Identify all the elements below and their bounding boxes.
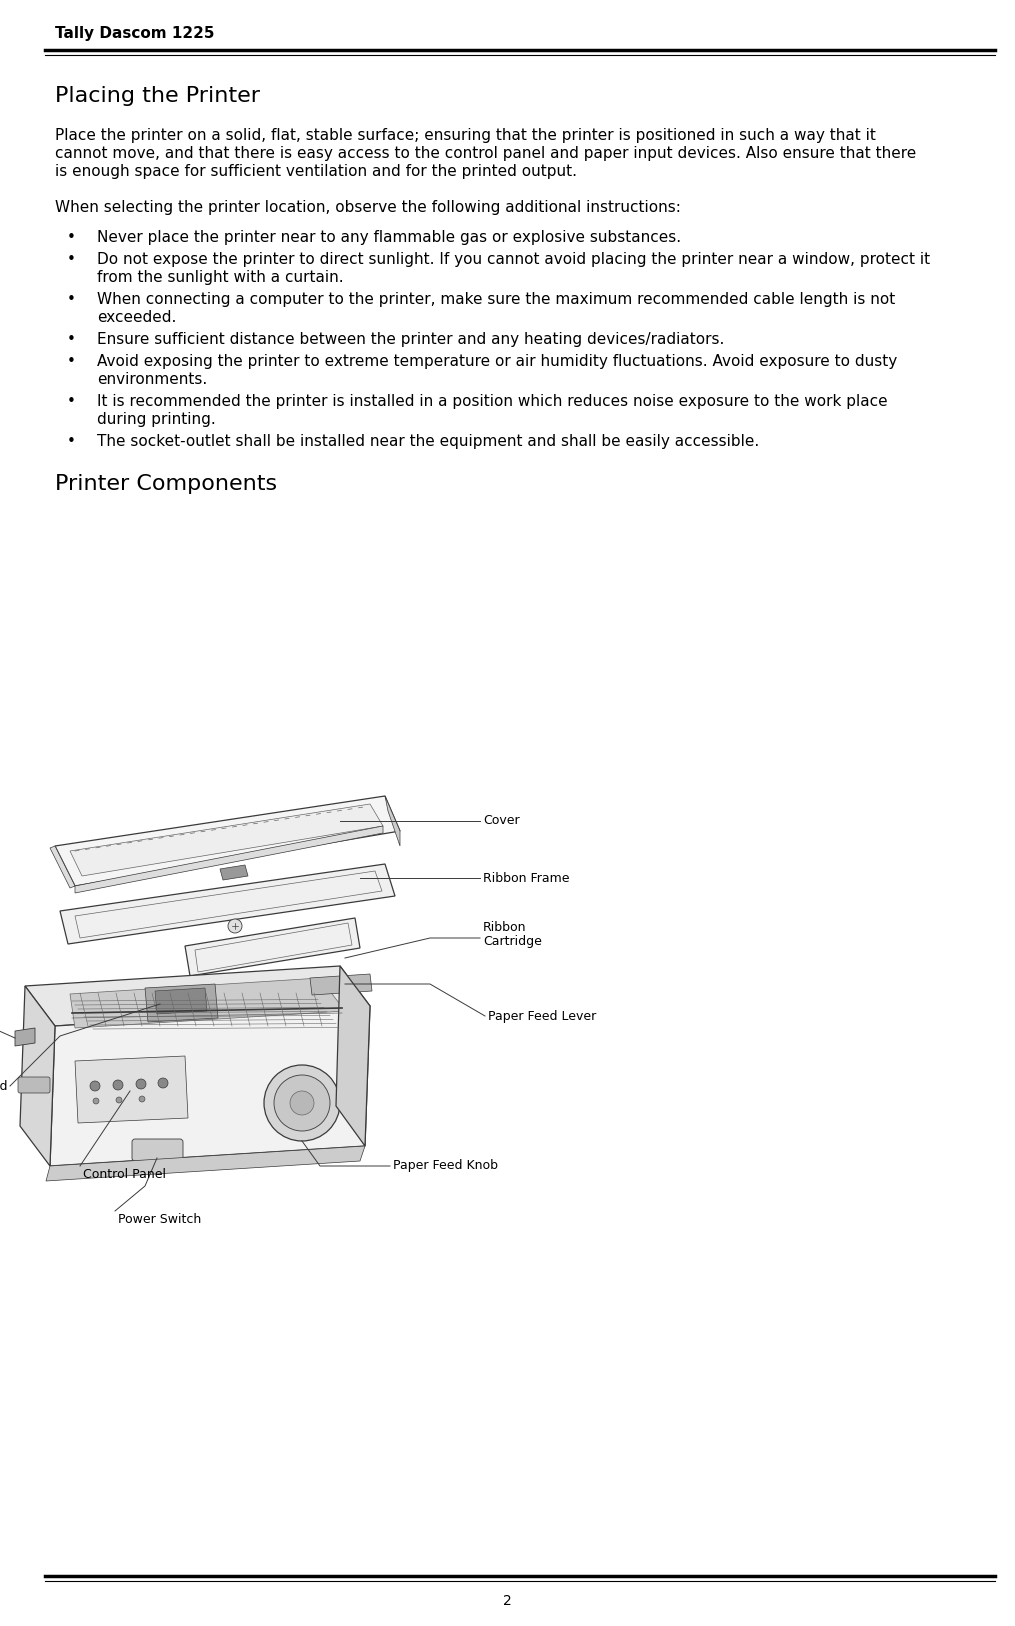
Text: Ensure sufficient distance between the printer and any heating devices/radiators: Ensure sufficient distance between the p… <box>97 332 725 346</box>
Polygon shape <box>15 1028 35 1046</box>
Circle shape <box>274 1075 330 1132</box>
Text: It is recommended the printer is installed in a position which reduces noise exp: It is recommended the printer is install… <box>97 393 888 410</box>
Polygon shape <box>385 797 400 846</box>
Circle shape <box>264 1065 340 1141</box>
Text: •: • <box>67 229 76 246</box>
Polygon shape <box>336 966 370 1146</box>
Text: When connecting a computer to the printer, make sure the maximum recommended cab: When connecting a computer to the printe… <box>97 293 895 307</box>
Text: Cartridge: Cartridge <box>483 935 542 948</box>
Circle shape <box>290 1091 314 1115</box>
Text: Paper Feed Lever: Paper Feed Lever <box>488 1010 596 1023</box>
Text: cannot move, and that there is easy access to the control panel and paper input : cannot move, and that there is easy acce… <box>55 146 917 161</box>
Text: during printing.: during printing. <box>97 411 216 428</box>
Text: Do not expose the printer to direct sunlight. If you cannot avoid placing the pr: Do not expose the printer to direct sunl… <box>97 252 930 267</box>
Text: •: • <box>67 293 76 307</box>
Circle shape <box>116 1098 122 1102</box>
Text: Avoid exposing the printer to extreme temperature or air humidity fluctuations. : Avoid exposing the printer to extreme te… <box>97 354 897 369</box>
Text: environments.: environments. <box>97 372 207 387</box>
Polygon shape <box>60 863 395 945</box>
Polygon shape <box>50 1006 370 1166</box>
Polygon shape <box>50 846 75 888</box>
Text: •: • <box>67 393 76 410</box>
Polygon shape <box>155 989 207 1015</box>
Polygon shape <box>70 803 383 876</box>
Circle shape <box>228 919 242 933</box>
Polygon shape <box>75 1055 188 1124</box>
Text: •: • <box>67 332 76 346</box>
Polygon shape <box>220 865 248 880</box>
Text: The socket-outlet shall be installed near the equipment and shall be easily acce: The socket-outlet shall be installed nea… <box>97 434 759 449</box>
Text: Ribbon Frame: Ribbon Frame <box>483 872 569 885</box>
Text: Never place the printer near to any flammable gas or explosive substances.: Never place the printer near to any flam… <box>97 229 681 246</box>
Text: •: • <box>67 434 76 449</box>
Text: Paper Feed Knob: Paper Feed Knob <box>393 1159 498 1172</box>
Circle shape <box>158 1078 168 1088</box>
Text: •: • <box>67 354 76 369</box>
Text: When selecting the printer location, observe the following additional instructio: When selecting the printer location, obs… <box>55 200 681 215</box>
Text: Tally Dascom 1225: Tally Dascom 1225 <box>55 26 214 41</box>
Text: •: • <box>67 252 76 267</box>
Text: 2: 2 <box>502 1593 512 1608</box>
Text: Control Panel: Control Panel <box>83 1167 166 1180</box>
Text: Cover: Cover <box>483 815 520 828</box>
FancyBboxPatch shape <box>18 1076 50 1093</box>
Polygon shape <box>185 919 360 976</box>
Polygon shape <box>145 984 218 1023</box>
Circle shape <box>113 1080 123 1089</box>
Text: from the sunlight with a curtain.: from the sunlight with a curtain. <box>97 270 344 285</box>
Polygon shape <box>55 797 400 886</box>
Polygon shape <box>20 985 55 1166</box>
Text: Placing the Printer: Placing the Printer <box>55 86 260 106</box>
Circle shape <box>136 1080 146 1089</box>
Polygon shape <box>46 1146 365 1180</box>
Polygon shape <box>310 974 373 995</box>
Circle shape <box>90 1081 100 1091</box>
Text: Print Head: Print Head <box>0 1080 7 1093</box>
Polygon shape <box>75 826 383 893</box>
Text: Place the printer on a solid, flat, stable surface; ensuring that the printer is: Place the printer on a solid, flat, stab… <box>55 128 876 143</box>
Circle shape <box>93 1098 99 1104</box>
Polygon shape <box>25 966 370 1026</box>
Text: Printer Components: Printer Components <box>55 475 277 494</box>
FancyBboxPatch shape <box>132 1138 183 1161</box>
Text: is enough space for sufficient ventilation and for the printed output.: is enough space for sufficient ventilati… <box>55 164 577 179</box>
Text: Power Switch: Power Switch <box>118 1213 201 1226</box>
Text: Ribbon: Ribbon <box>483 920 527 933</box>
Polygon shape <box>70 977 345 1028</box>
Text: exceeded.: exceeded. <box>97 311 177 325</box>
Circle shape <box>139 1096 145 1102</box>
